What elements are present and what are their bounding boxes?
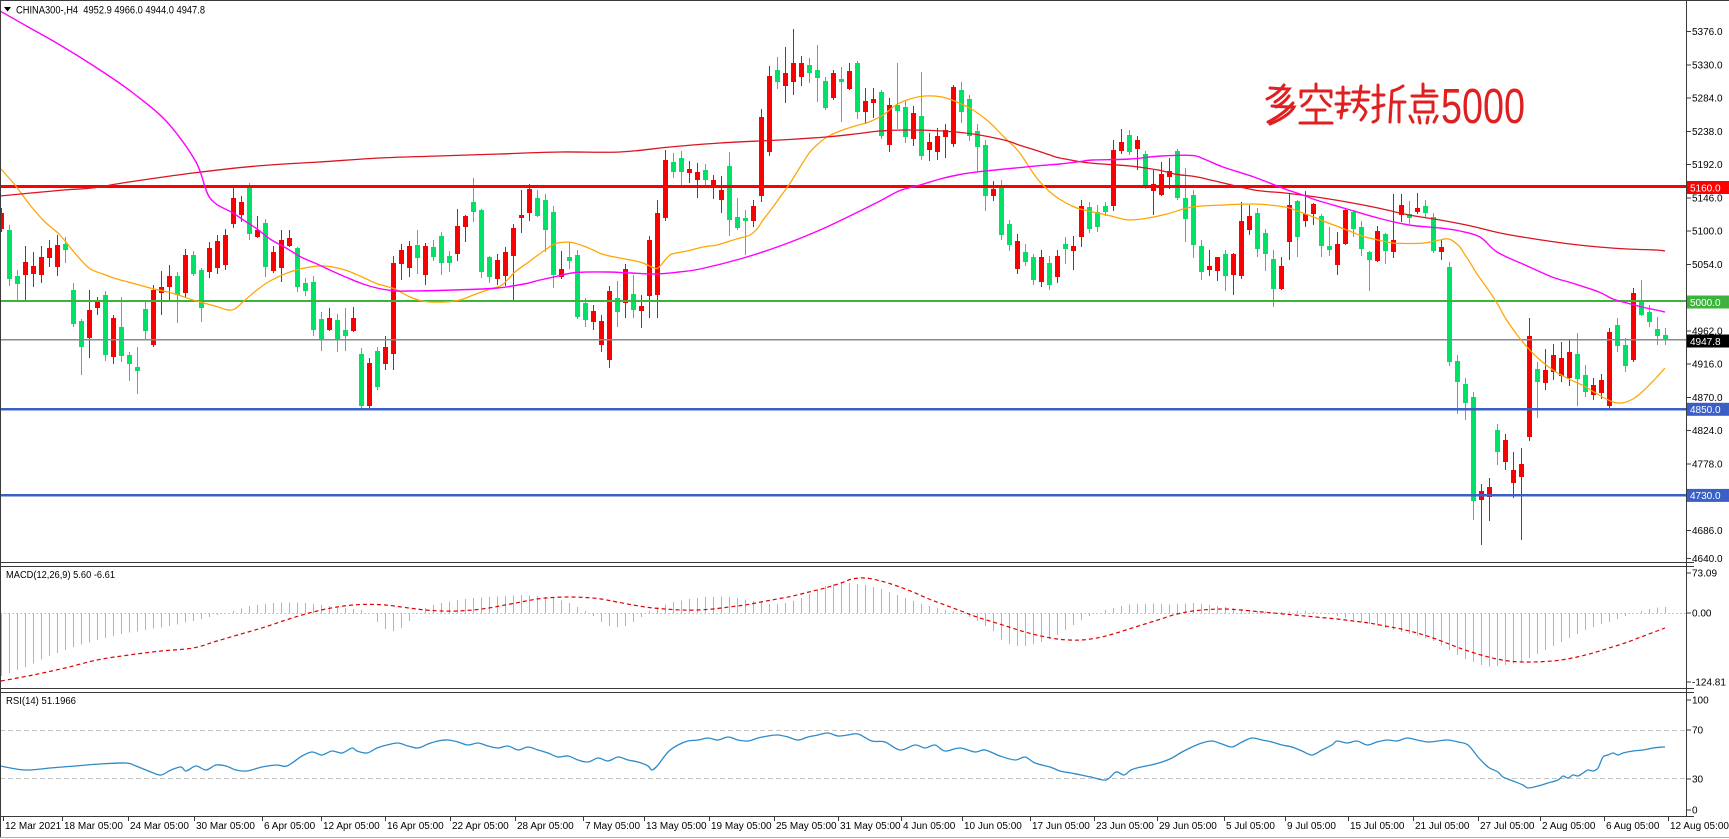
svg-text:4824.0: 4824.0 xyxy=(1692,426,1723,437)
svg-text:4778.0: 4778.0 xyxy=(1692,459,1723,470)
svg-text:31 May 05:00: 31 May 05:00 xyxy=(840,821,901,832)
svg-text:4686.0: 4686.0 xyxy=(1692,526,1723,537)
svg-text:100: 100 xyxy=(1692,696,1709,707)
svg-text:13 May 05:00: 13 May 05:00 xyxy=(646,821,707,832)
svg-text:5146.0: 5146.0 xyxy=(1692,193,1723,204)
svg-text:4947.8: 4947.8 xyxy=(1690,337,1721,348)
svg-text:29 Jun 05:00: 29 Jun 05:00 xyxy=(1159,821,1217,832)
svg-text:25 May 05:00: 25 May 05:00 xyxy=(776,821,837,832)
svg-text:7 May 05:00: 7 May 05:00 xyxy=(585,821,640,832)
svg-text:19 May 05:00: 19 May 05:00 xyxy=(711,821,772,832)
svg-text:27 Jul 05:00: 27 Jul 05:00 xyxy=(1480,821,1535,832)
svg-text:MACD(12,26,9) 5.60 -6.61: MACD(12,26,9) 5.60 -6.61 xyxy=(6,570,115,581)
svg-text:12 Apr 05:00: 12 Apr 05:00 xyxy=(323,821,380,832)
svg-text:4870.0: 4870.0 xyxy=(1692,393,1723,404)
svg-text:4916.0: 4916.0 xyxy=(1692,360,1723,371)
svg-text:12 Aug 05:00: 12 Aug 05:00 xyxy=(1670,821,1729,832)
svg-text:RSI(14) 51.1966: RSI(14) 51.1966 xyxy=(6,696,76,707)
svg-text:-124.81: -124.81 xyxy=(1692,678,1726,689)
svg-text:5000: 5000 xyxy=(1441,80,1525,134)
svg-text:15 Jul 05:00: 15 Jul 05:00 xyxy=(1350,821,1405,832)
svg-text:4 Jun 05:00: 4 Jun 05:00 xyxy=(903,821,956,832)
svg-text:16 Apr 05:00: 16 Apr 05:00 xyxy=(387,821,444,832)
svg-text:4730.0: 4730.0 xyxy=(1690,491,1721,502)
svg-text:5284.0: 5284.0 xyxy=(1692,94,1723,105)
svg-text:6 Apr 05:00: 6 Apr 05:00 xyxy=(264,821,316,832)
svg-text:70: 70 xyxy=(1692,726,1704,737)
svg-text:0.00: 0.00 xyxy=(1692,608,1712,619)
svg-text:5054.0: 5054.0 xyxy=(1692,260,1723,271)
svg-text:5330.0: 5330.0 xyxy=(1692,60,1723,71)
svg-text:0: 0 xyxy=(1692,806,1698,817)
svg-text:18 Mar 05:00: 18 Mar 05:00 xyxy=(64,821,123,832)
svg-text:6 Aug 05:00: 6 Aug 05:00 xyxy=(1606,821,1660,832)
svg-text:17 Jun 05:00: 17 Jun 05:00 xyxy=(1032,821,1090,832)
svg-text:4640.0: 4640.0 xyxy=(1692,554,1723,565)
svg-text:5376.0: 5376.0 xyxy=(1692,27,1723,38)
svg-text:5100.0: 5100.0 xyxy=(1692,227,1723,238)
svg-text:73.09: 73.09 xyxy=(1692,569,1717,580)
svg-text:2 Aug 05:00: 2 Aug 05:00 xyxy=(1542,821,1596,832)
svg-text:CHINA300-,H4 4952.9 4966.0 49: CHINA300-,H4 4952.9 4966.0 4944.0 4947.8 xyxy=(16,5,205,17)
svg-text:30: 30 xyxy=(1692,774,1704,785)
svg-text:4850.0: 4850.0 xyxy=(1690,405,1721,416)
svg-text:24 Mar 05:00: 24 Mar 05:00 xyxy=(130,821,189,832)
svg-text:23 Jun 05:00: 23 Jun 05:00 xyxy=(1096,821,1154,832)
svg-text:5000.0: 5000.0 xyxy=(1690,298,1721,309)
svg-text:5192.0: 5192.0 xyxy=(1692,160,1723,171)
svg-text:28 Apr 05:00: 28 Apr 05:00 xyxy=(517,821,574,832)
svg-text:4962.0: 4962.0 xyxy=(1692,326,1723,337)
svg-text:9 Jul 05:00: 9 Jul 05:00 xyxy=(1287,821,1336,832)
svg-text:30 Mar 05:00: 30 Mar 05:00 xyxy=(196,821,255,832)
svg-text:10 Jun 05:00: 10 Jun 05:00 xyxy=(964,821,1022,832)
svg-text:21 Jul 05:00: 21 Jul 05:00 xyxy=(1415,821,1470,832)
svg-text:12 Mar 2021: 12 Mar 2021 xyxy=(5,821,62,832)
svg-text:5 Jul 05:00: 5 Jul 05:00 xyxy=(1226,821,1275,832)
svg-text:5238.0: 5238.0 xyxy=(1692,127,1723,138)
svg-text:5160.0: 5160.0 xyxy=(1690,183,1721,194)
svg-text:22 Apr 05:00: 22 Apr 05:00 xyxy=(452,821,509,832)
